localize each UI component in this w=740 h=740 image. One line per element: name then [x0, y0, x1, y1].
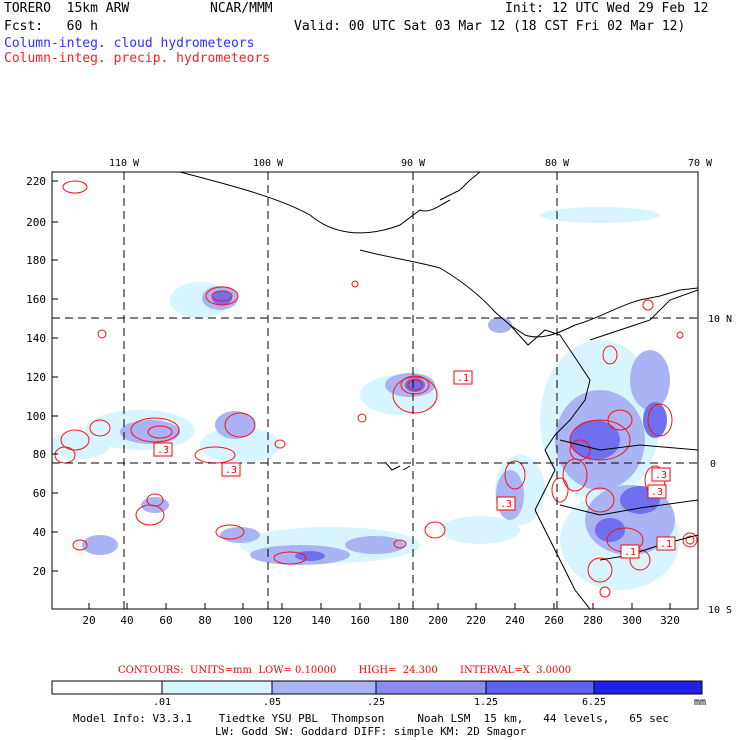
x-tick-label: 60	[159, 614, 172, 627]
y-tick-label: 100	[26, 410, 46, 423]
x-tick-label: 300	[622, 614, 642, 627]
x-tick-label: 220	[466, 614, 486, 627]
x-tick-label: 120	[272, 614, 292, 627]
init-time: Init: 12 UTC Wed 29 Feb 12	[505, 1, 709, 16]
y-tick-label: 160	[26, 293, 46, 306]
contour-label-box: .3	[647, 484, 667, 499]
y-tick-label: 200	[26, 216, 46, 229]
precip-contours	[54, 180, 698, 598]
colorbar-unit: mm	[694, 697, 706, 708]
contour-units: CONTOURS: UNITS=mm LOW= 0.10000	[118, 665, 337, 676]
contour-high: HIGH= 24.300	[358, 665, 438, 676]
y-tick-label: 140	[26, 332, 46, 345]
legend-cloud: Column-integ. cloud hydrometeors	[4, 36, 255, 51]
contour-label-box: .3	[651, 467, 671, 482]
x-tick-label: 160	[350, 614, 370, 627]
contour-label-box: .3	[153, 442, 173, 457]
colorbar-label: 1.25	[474, 697, 498, 708]
contour-label-box: .1	[453, 370, 473, 385]
contour-label-box: .3	[221, 462, 241, 477]
coastlines	[179, 172, 698, 609]
colorbar	[51, 680, 703, 695]
plot-frame	[51, 171, 699, 610]
tick-marks	[52, 180, 671, 609]
lat-label: 0	[710, 459, 716, 470]
colorbar-label: 6.25	[582, 697, 606, 708]
colorbar-label: .05	[263, 697, 281, 708]
contour-label-box: .1	[620, 544, 640, 559]
x-tick-label: 140	[311, 614, 331, 627]
forecast-hour: Fcst: 60 h	[4, 19, 98, 34]
y-tick-label: 120	[26, 371, 46, 384]
legend-precip: Column-integ. precip. hydrometeors	[4, 51, 271, 66]
lon-label: 80 W	[545, 158, 570, 169]
contour-label-box: .1	[656, 536, 676, 551]
svg-text:.3: .3	[157, 445, 169, 456]
svg-text:.3: .3	[655, 470, 667, 481]
x-tick-label: 20	[82, 614, 95, 627]
svg-text:.3: .3	[651, 487, 663, 498]
y-tick-label: 220	[26, 175, 46, 188]
y-tick-label: 180	[26, 254, 46, 267]
x-tick-label: 80	[198, 614, 211, 627]
x-tick-label: 260	[544, 614, 564, 627]
lon-label: 90 W	[401, 158, 426, 169]
y-tick-label: 40	[33, 526, 46, 539]
svg-text:.1: .1	[660, 539, 672, 550]
lon-label: 110 W	[109, 158, 140, 169]
lon-label: 100 W	[253, 158, 284, 169]
x-tick-label: 240	[505, 614, 525, 627]
svg-text:.3: .3	[500, 499, 512, 510]
svg-text:.3: .3	[225, 465, 237, 476]
lat-label: 10 S	[708, 605, 732, 616]
colorbar-label: .01	[153, 697, 171, 708]
x-tick-label: 180	[389, 614, 409, 627]
contour-interval: INTERVAL=X 3.0000	[460, 665, 572, 676]
contour-label-box: .3	[496, 496, 516, 511]
y-tick-label: 20	[33, 565, 46, 578]
x-tick-label: 40	[120, 614, 133, 627]
model-info-line2: LW: Godd SW: Goddard DIFF: simple KM: 2D…	[215, 725, 527, 738]
org-label: NCAR/MMM	[210, 1, 273, 16]
svg-text:.1: .1	[624, 547, 636, 558]
x-tick-label: 200	[428, 614, 448, 627]
x-tick-label: 320	[660, 614, 680, 627]
y-tick-label: 80	[33, 448, 46, 461]
x-tick-label: 280	[583, 614, 603, 627]
colorbar-label: .25	[367, 697, 385, 708]
model-info-line1: Model Info: V3.3.1 Tiedtke YSU PBL Thomp…	[73, 712, 670, 725]
x-tick-label: 100	[233, 614, 253, 627]
valid-time: Valid: 00 UTC Sat 03 Mar 12 (18 CST Fri …	[294, 19, 686, 34]
model-title: TORERO 15km ARW	[4, 1, 130, 16]
lon-label: 70 W	[688, 158, 713, 169]
lat-label: 10 N	[708, 314, 732, 325]
graticule	[52, 172, 698, 609]
y-tick-label: 60	[33, 487, 46, 500]
contour-info: CONTOURS: UNITS=mm LOW= 0.10000 HIGH= 24…	[118, 665, 571, 676]
svg-text:.1: .1	[457, 373, 469, 384]
